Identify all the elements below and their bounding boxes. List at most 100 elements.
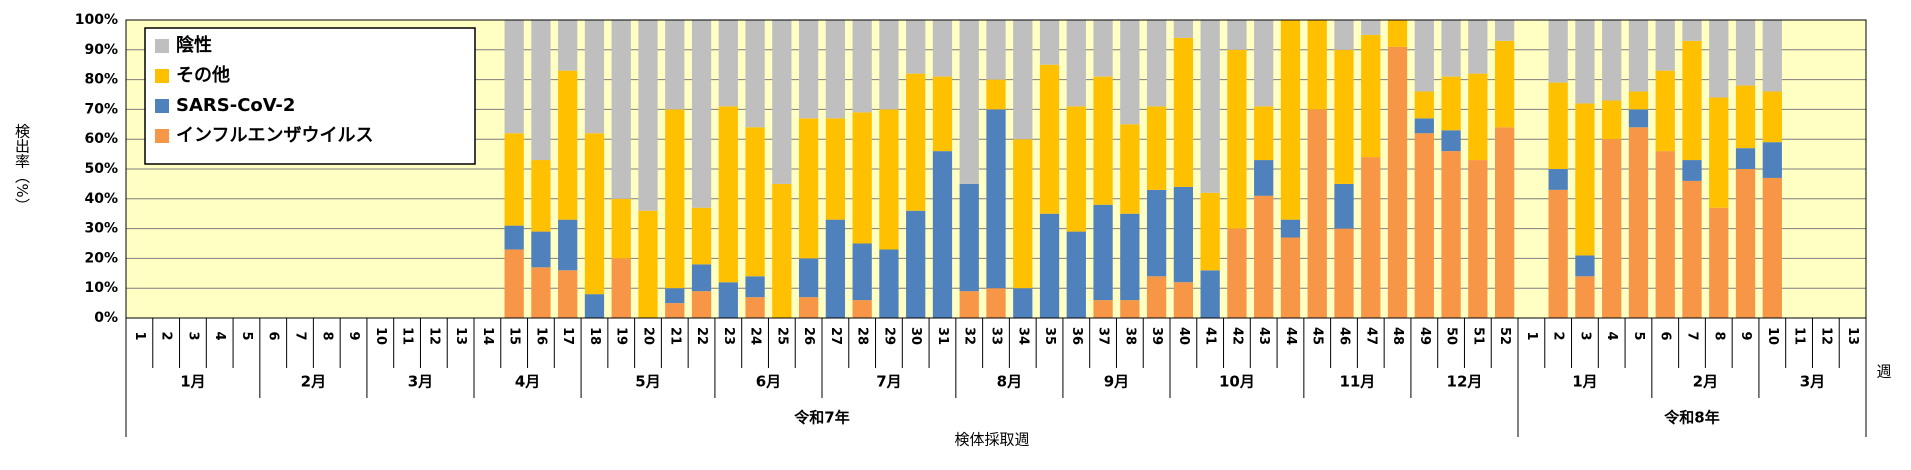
x-tick-label: 22 bbox=[694, 327, 709, 345]
bar-segment bbox=[1655, 20, 1675, 71]
bar-segment bbox=[1387, 46, 1408, 318]
bar-segment bbox=[1334, 228, 1354, 318]
x-tick-label: 48 bbox=[1390, 327, 1405, 345]
month-label: 1月 bbox=[180, 373, 205, 391]
bar-segment bbox=[1227, 49, 1247, 229]
bar-segment bbox=[798, 20, 819, 119]
bar-segment bbox=[1548, 20, 1568, 83]
x-tick-label: 14 bbox=[480, 327, 495, 345]
bar-segment bbox=[1762, 142, 1782, 178]
bar-segment bbox=[718, 20, 738, 107]
bar-segment bbox=[1013, 139, 1033, 289]
bar-segment bbox=[798, 118, 819, 259]
x-tick-label: 5 bbox=[239, 331, 254, 340]
x-tick-label: 33 bbox=[989, 327, 1004, 345]
year-label: 令和8年 bbox=[1664, 409, 1719, 427]
x-tick-label: 1 bbox=[1524, 331, 1539, 340]
bar-segment bbox=[906, 20, 926, 74]
bar-segment bbox=[611, 258, 631, 318]
y-tick-label: 90% bbox=[84, 42, 118, 58]
bar-segment bbox=[1682, 40, 1702, 161]
bar-segment bbox=[825, 219, 846, 318]
bar-segment bbox=[1682, 180, 1702, 318]
x-tick-label: 8 bbox=[1711, 331, 1726, 340]
x-tick-label: 9 bbox=[1738, 331, 1753, 340]
x-tick-label: 4 bbox=[1604, 331, 1619, 340]
bar-segment bbox=[1093, 76, 1113, 205]
bar-segment bbox=[1414, 20, 1434, 92]
x-tick-label: 47 bbox=[1363, 327, 1378, 345]
bar-segment bbox=[798, 258, 819, 298]
bar-segment bbox=[959, 183, 979, 292]
x-tick-label: 25 bbox=[774, 327, 789, 345]
bar-segment bbox=[665, 288, 685, 304]
bar-segment bbox=[1361, 34, 1381, 158]
bar-segment bbox=[1361, 20, 1381, 35]
bar-segment bbox=[1468, 20, 1488, 74]
bar-segment bbox=[1655, 151, 1675, 318]
y-tick-label: 30% bbox=[84, 221, 118, 237]
month-label: 3月 bbox=[1800, 373, 1825, 391]
bar-segment bbox=[879, 249, 899, 318]
month-label: 12月 bbox=[1447, 373, 1483, 391]
bar-segment bbox=[558, 20, 578, 71]
bar-segment bbox=[691, 20, 712, 208]
x-tick-label: 27 bbox=[828, 327, 843, 345]
bar-segment bbox=[879, 109, 899, 250]
bar-segment bbox=[558, 270, 578, 318]
y-tick-label: 80% bbox=[84, 72, 118, 88]
plot-border bbox=[125, 19, 1867, 319]
bar-segment bbox=[531, 231, 551, 268]
x-tick-label: 3 bbox=[1577, 331, 1592, 340]
bar-segment bbox=[638, 210, 658, 318]
bar-segment bbox=[1575, 255, 1595, 277]
bar-segment bbox=[1414, 118, 1434, 134]
bar-segment bbox=[1735, 20, 1756, 86]
bar-segment bbox=[1200, 20, 1220, 193]
year-label: 令和7年 bbox=[794, 409, 849, 427]
bar-segment bbox=[986, 20, 1006, 80]
bar-segment bbox=[1548, 169, 1568, 190]
bar-segment bbox=[1093, 20, 1113, 77]
y-axis-label: 検出率（%） bbox=[13, 123, 31, 212]
bar-segment bbox=[665, 303, 685, 318]
y-tick-label: 70% bbox=[84, 101, 118, 117]
bar-segment bbox=[1334, 20, 1354, 50]
bar-segment bbox=[906, 73, 926, 211]
month-label: 2月 bbox=[301, 373, 326, 391]
bar-segment bbox=[611, 198, 631, 259]
bar-segment bbox=[1066, 20, 1086, 107]
bar-segment bbox=[1735, 85, 1756, 149]
bar-segment bbox=[1709, 97, 1729, 208]
y-tick-label: 10% bbox=[84, 280, 118, 296]
bar-segment bbox=[1200, 192, 1220, 271]
x-tick-label: 20 bbox=[641, 327, 656, 345]
x-tick-label: 19 bbox=[614, 327, 629, 345]
x-tick-label: 50 bbox=[1444, 327, 1459, 345]
bar-segment bbox=[558, 70, 578, 220]
x-tick-label: 5 bbox=[1631, 331, 1646, 340]
bar-segment bbox=[1414, 133, 1434, 318]
x-tick-label: 3 bbox=[185, 331, 200, 340]
bar-segment bbox=[1173, 37, 1194, 187]
bar-segment bbox=[745, 20, 765, 128]
y-tick-label: 100% bbox=[75, 12, 118, 28]
bar-segment bbox=[1441, 130, 1461, 152]
bar-segment bbox=[1280, 237, 1301, 318]
x-tick-label: 42 bbox=[1229, 327, 1244, 345]
bar-segment bbox=[1066, 231, 1086, 318]
x-tick-label: 11 bbox=[400, 327, 415, 345]
bar-segment bbox=[504, 133, 524, 226]
x-tick-label: 26 bbox=[801, 327, 816, 345]
x-tick-label: 21 bbox=[667, 327, 682, 345]
bar-segment bbox=[1628, 20, 1649, 92]
y-tick-label: 60% bbox=[84, 131, 118, 147]
bar-segment bbox=[558, 219, 578, 271]
month-label: 5月 bbox=[635, 373, 660, 391]
x-tick-label: 2 bbox=[159, 331, 174, 340]
bar-segment bbox=[825, 118, 846, 220]
bar-segment bbox=[1280, 219, 1301, 238]
x-tick-label: 24 bbox=[748, 327, 763, 345]
bar-segment bbox=[1494, 40, 1515, 128]
